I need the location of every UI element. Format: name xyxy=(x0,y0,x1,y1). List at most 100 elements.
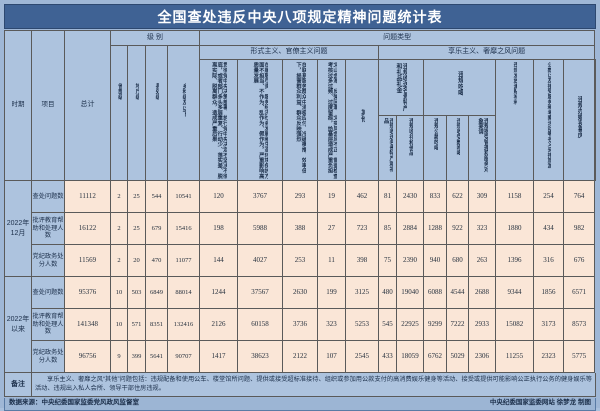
table-row: 批评教育帮助和处理人数 16122 2 25 679 15416 198 5988 388 27 7… xyxy=(5,212,596,245)
header-hedonism-group: 享乐主义、奢靡之风问题 xyxy=(378,45,596,60)
table-cell: 470 xyxy=(145,244,168,277)
row-period-label: 2022年以来 xyxy=(4,276,32,373)
table-cell: 6762 xyxy=(423,340,448,373)
table-cell: 1417 xyxy=(199,340,239,373)
table-cell: 10 xyxy=(110,276,128,309)
table-cell: 433 xyxy=(378,340,398,373)
header-hedonism-leaf-banquet: 违规接受管理和服务对象宴请 xyxy=(468,115,497,181)
page-title-bar: 全国查处违反中央八项规定精神问题统计表 xyxy=(4,4,596,29)
table-cell: 723 xyxy=(345,212,380,245)
table-cell: 679 xyxy=(145,212,168,245)
table-cell: 95376 xyxy=(64,276,111,309)
table-cell: 399 xyxy=(127,340,146,373)
header-formalism-col-4: 文山会海、反弹回潮、文实风会风不正，督查检查考核过多过频、过度留痕，给基层造成严… xyxy=(317,59,347,181)
table-cell: 8573 xyxy=(563,308,596,341)
table-row: 2022年12月 查处问题数 11112 2 25 544 10541 120 3767 293 1… xyxy=(4,180,596,277)
header-formalism-col-other: 其他 xyxy=(345,59,380,181)
table-cell: 309 xyxy=(468,180,497,213)
table-cell: 2688 xyxy=(468,276,497,309)
remarks-text: 享乐主义、奢靡之风“其他”问题包括：违规配备和使用公车、楼堂馆所问题、提供或接受… xyxy=(35,376,592,393)
header-row-subgroups: 贯彻党中央决策部署、执行党中央决定不坚决不彻底，或者部门多头多层重复、行动少、落… xyxy=(5,58,596,181)
header-hedonism-leaf-accept-dining-label: 违规收受款吃喝 xyxy=(455,118,461,157)
table-cell: 22925 xyxy=(396,308,425,341)
table-cell: 3767 xyxy=(237,180,284,213)
table-cell: 680 xyxy=(446,244,470,277)
table-cell: 2122 xyxy=(282,340,319,373)
table-cell: 198 xyxy=(199,212,239,245)
table-cell: 571 xyxy=(127,308,146,341)
table-cell: 253 xyxy=(282,244,319,277)
table-cell: 388 xyxy=(282,212,319,245)
header-hedonism-leaf-accept-dining: 违规收受款吃喝 xyxy=(446,115,470,181)
table-cell: 90707 xyxy=(166,340,201,373)
table-cell: 25 xyxy=(127,180,146,213)
table-cell: 10541 xyxy=(166,180,201,213)
table-cell: 107 xyxy=(317,340,347,373)
table-cell: 19040 xyxy=(396,276,425,309)
table-cell: 434 xyxy=(533,212,565,245)
table-cell: 7222 xyxy=(446,308,470,341)
footer-source: 数据来源：中央纪委国家监委党风政风监督室 xyxy=(9,399,139,407)
table-cell: 11255 xyxy=(495,340,535,373)
table-cell: 2430 xyxy=(396,180,425,213)
header-hedonism-leaf-publicfund-dining: 违规公款吃喝 xyxy=(423,115,448,181)
header-item: 项目 xyxy=(31,30,65,181)
header-hedonism-col-other: 其他 xyxy=(594,59,596,181)
table-cell: 1856 xyxy=(533,276,565,309)
table-cell: 2630 xyxy=(282,276,319,309)
table-cell: 398 xyxy=(345,244,380,277)
table-cell: 2933 xyxy=(468,308,497,341)
table-cell: 2884 xyxy=(396,212,425,245)
table-cell: 263 xyxy=(468,244,497,277)
table-cell: 940 xyxy=(423,244,448,277)
table-cell: 60158 xyxy=(237,308,284,341)
table-cell: 2323 xyxy=(533,340,565,373)
table-cell: 199 xyxy=(317,276,347,309)
table-cell: 3173 xyxy=(533,308,565,341)
table-cell: 11569 xyxy=(64,244,111,277)
table-cell: 81 xyxy=(378,180,398,213)
table-cell: 316 xyxy=(533,244,565,277)
table-cell: 545 xyxy=(378,308,398,341)
row-item-label: 批评教育帮助和处理人数 xyxy=(31,212,65,245)
header-hedonism-col-ceremony: 违规办婚丧喜庆 xyxy=(563,59,596,181)
table-cell: 922 xyxy=(446,212,470,245)
header-formalism-col-1: 贯彻党中央决策部署、执行党中央决定不坚决不彻底，或者部门多头多层重复、行动少、落… xyxy=(199,59,239,181)
table-cell: 1244 xyxy=(199,276,239,309)
header-formalism-col-3-label: 在联系服务群众中消极应付、冷硬横推、效率低下，损害群众利益、群众反映强烈 xyxy=(295,62,306,174)
table-cell: 3736 xyxy=(282,308,319,341)
table-cell: 503 xyxy=(127,276,146,309)
header-period: 时期 xyxy=(4,30,32,181)
row-period-label: 2022年12月 xyxy=(4,180,32,277)
table-cell: 11077 xyxy=(166,244,201,277)
header-hedonism-group-dining-label: 违规吃喝 xyxy=(456,70,463,96)
table-cell: 6849 xyxy=(145,276,168,309)
header-level-township: 乡科级及以下 xyxy=(166,45,201,181)
table-cell: 132416 xyxy=(166,308,201,341)
header-level-prefecture-label: 地厅级 xyxy=(134,83,140,100)
table-cell: 141348 xyxy=(64,308,111,341)
table-cell: 11112 xyxy=(64,180,111,213)
table-cell: 9299 xyxy=(423,308,448,341)
row-item-label: 查处问题数 xyxy=(31,180,65,213)
remarks-section: 备注 享乐主义、奢靡之风“其他”问题包括：违规配备和使用公车、楼堂馆所问题、提供… xyxy=(4,373,596,397)
table-row: 党纪政务处分人数 96756 9 399 5641 90707 1417 38623 2122 1… xyxy=(5,340,596,373)
table-cell: 2 xyxy=(110,212,128,245)
table-cell: 1288 xyxy=(423,212,448,245)
header-formalism-col-other-label: 其他 xyxy=(359,109,366,122)
table-cell: 9344 xyxy=(495,276,535,309)
table-cell: 323 xyxy=(317,308,347,341)
header-hedonism-leaf-specialty-label: 违规收送名贵特产和礼品 xyxy=(382,118,394,173)
footer-bar: 数据来源：中央纪委国家监委党风政风监督室 中央纪委国家监委网站 徐梦龙 制图 xyxy=(4,397,596,411)
header-hedonism-leaf-gift-label: 违规收礼和他品 xyxy=(407,118,413,157)
table-cell: 11 xyxy=(317,244,347,277)
header-level-group: 级 别 xyxy=(109,30,201,46)
table-cell: 144 xyxy=(199,244,239,277)
header-hedonism-leaf-publicfund-dining-label: 违规公款吃喝 xyxy=(432,118,438,151)
table-cell: 622 xyxy=(446,180,470,213)
header-formalism-col-1-label: 贯彻党中央决策部署、执行党中央决定不坚决不彻底，或者部门多头多层重复、行动少、落… xyxy=(210,62,227,179)
table-body: 2022年12月 查处问题数 11112 2 25 544 10541 120 3767 293 1… xyxy=(4,180,596,373)
table-cell: 10 xyxy=(110,308,128,341)
statistics-table: 时期 项目 总计 级 别 问题类型 省部级 地厅级 县处级 乡科级及以下 形式主… xyxy=(4,30,596,373)
